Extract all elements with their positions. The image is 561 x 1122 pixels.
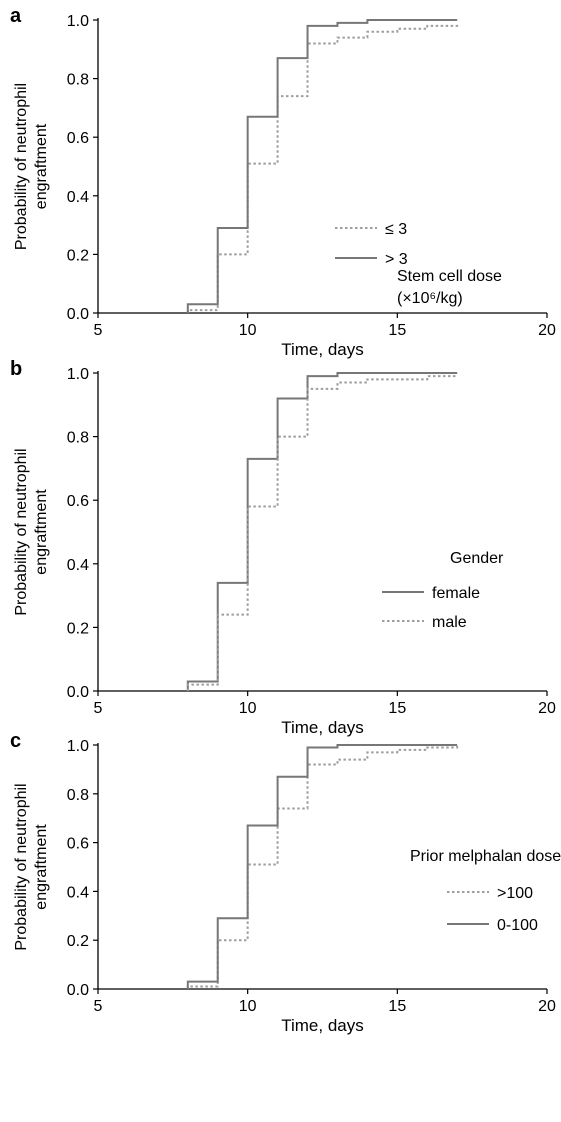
x-tick-label: 15 bbox=[388, 322, 406, 339]
y-axis-label: Probability of neutrophil bbox=[13, 83, 30, 250]
series-line-2 bbox=[186, 19, 458, 313]
chart-panel-c: c 0.0 0.2 0.4 0.6 0.8 1.0 5 10 15 20 Time, days Prob… bbox=[10, 730, 561, 1035]
y-tick-label: 0.4 bbox=[67, 189, 89, 206]
y-tick-label: 0.4 bbox=[67, 884, 89, 901]
y-tick-label: 0.0 bbox=[67, 306, 89, 323]
x-tick-label: 15 bbox=[388, 998, 406, 1015]
y-tick-label: 0.2 bbox=[67, 933, 89, 950]
x-tick-label: 10 bbox=[239, 998, 257, 1015]
y-axis-label: Probability of neutrophil bbox=[13, 448, 30, 615]
x-tick-label: 15 bbox=[388, 700, 406, 717]
y-tick-label: 0.8 bbox=[67, 787, 89, 804]
x-tick-label: 10 bbox=[239, 322, 257, 339]
legend-label: > 3 bbox=[385, 251, 408, 268]
panel-label: b bbox=[10, 358, 22, 380]
legend-label: >100 bbox=[497, 885, 533, 902]
y-axis-label: engraftment bbox=[33, 123, 50, 209]
legend-title: Prior melphalan dose bbox=[410, 848, 561, 865]
series-line-1 bbox=[186, 745, 459, 989]
series-line-1 bbox=[186, 372, 458, 691]
chart-panel-a: a 0.0 0.2 0.4 0.6 0.8 1.0 5 10 15 20 Time, days Prob… bbox=[10, 5, 556, 359]
legend-title: Gender bbox=[450, 550, 504, 567]
x-axis-label: Time, days bbox=[281, 340, 364, 359]
legend-label: female bbox=[432, 585, 480, 602]
x-axis-label: Time, days bbox=[281, 1016, 364, 1035]
panel-label: a bbox=[10, 5, 22, 27]
y-tick-label: 0.2 bbox=[67, 620, 89, 637]
y-axis-label: engraftment bbox=[33, 824, 50, 910]
legend-label: 0-100 bbox=[497, 917, 538, 934]
y-axis-label: Probability of neutrophil bbox=[13, 783, 30, 950]
x-tick-label: 20 bbox=[538, 700, 556, 717]
x-tick-label: 10 bbox=[239, 700, 257, 717]
y-tick-label: 0.6 bbox=[67, 836, 89, 853]
legend-label: ≤ 3 bbox=[385, 221, 407, 238]
x-tick-label: 5 bbox=[94, 700, 103, 717]
y-tick-label: 0.2 bbox=[67, 247, 89, 264]
y-tick-label: 0.4 bbox=[67, 557, 89, 574]
y-tick-label: 1.0 bbox=[67, 366, 89, 383]
y-tick-label: 0.0 bbox=[67, 982, 89, 999]
series-line-2 bbox=[186, 744, 458, 989]
legend-title: Stem cell dose bbox=[397, 268, 502, 285]
legend-title: (×10⁶/kg) bbox=[397, 290, 463, 307]
y-tick-label: 0.6 bbox=[67, 130, 89, 147]
x-tick-label: 5 bbox=[94, 998, 103, 1015]
series-line-2 bbox=[186, 375, 458, 691]
x-tick-label: 20 bbox=[538, 998, 556, 1015]
y-tick-label: 0.8 bbox=[67, 72, 89, 89]
legend-label: male bbox=[432, 614, 467, 631]
y-tick-label: 1.0 bbox=[67, 13, 89, 30]
y-tick-label: 1.0 bbox=[67, 738, 89, 755]
chart-panel-b: b 0.0 0.2 0.4 0.6 0.8 1.0 5 10 15 20 Time, days Prob… bbox=[10, 358, 556, 737]
x-tick-label: 5 bbox=[94, 322, 103, 339]
y-tick-label: 0.6 bbox=[67, 493, 89, 510]
x-axis-label: Time, days bbox=[281, 718, 364, 737]
y-tick-label: 0.0 bbox=[67, 684, 89, 701]
y-axis-label: engraftment bbox=[33, 489, 50, 575]
x-tick-label: 20 bbox=[538, 322, 556, 339]
y-tick-label: 0.8 bbox=[67, 430, 89, 447]
panel-label: c bbox=[10, 730, 21, 752]
